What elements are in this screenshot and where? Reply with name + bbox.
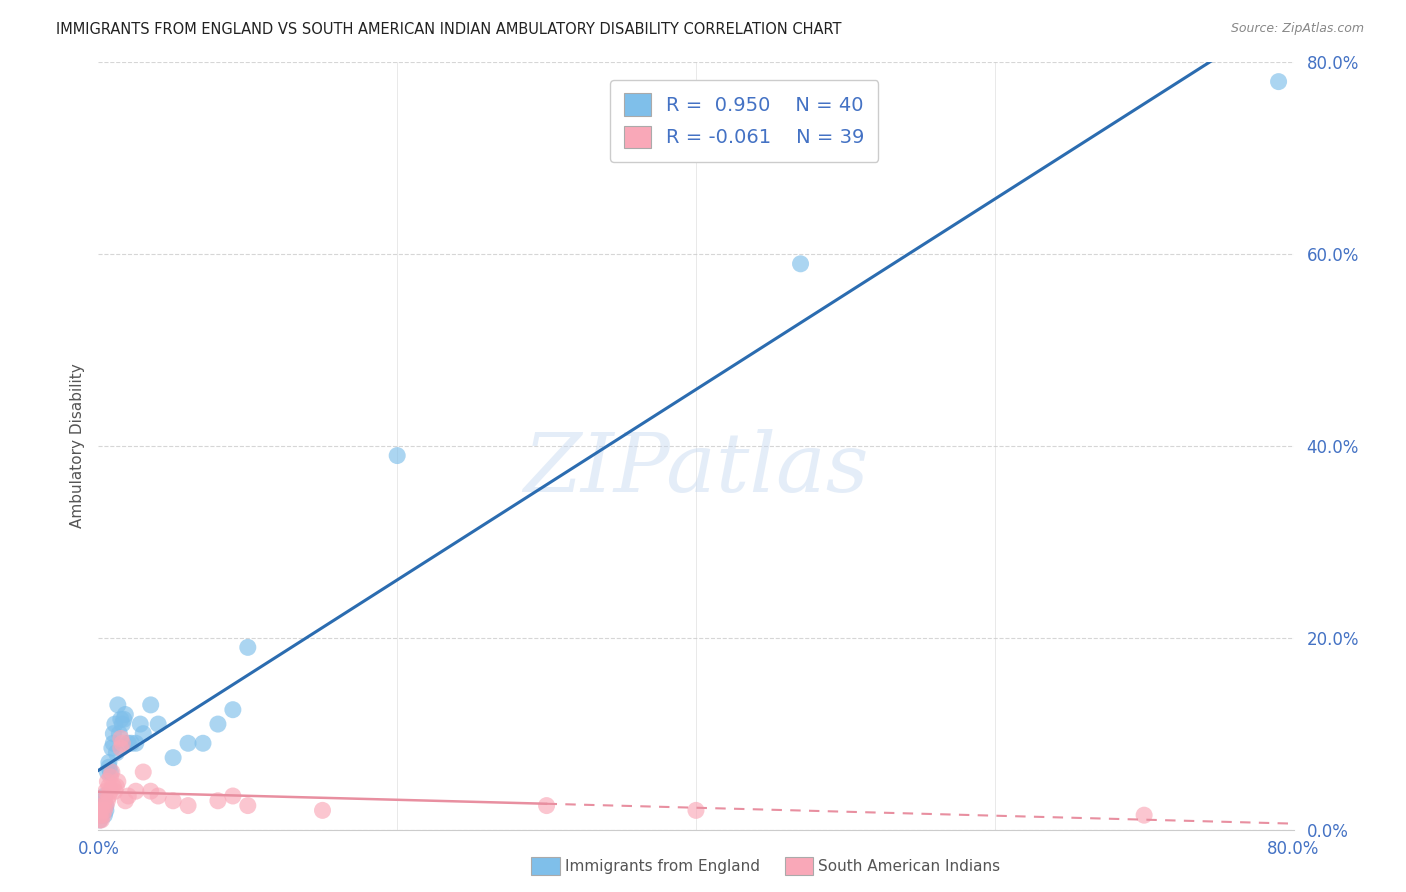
Point xyxy=(101,741,124,756)
Text: Immigrants from England: Immigrants from England xyxy=(565,859,761,873)
Point xyxy=(105,780,128,794)
Point xyxy=(91,808,114,822)
Point xyxy=(110,741,132,756)
Point xyxy=(93,794,115,808)
Point xyxy=(132,765,155,780)
Point xyxy=(93,789,115,803)
Point xyxy=(108,726,131,740)
Point xyxy=(110,712,132,726)
Text: ZIPatlas: ZIPatlas xyxy=(523,429,869,509)
Point xyxy=(104,717,127,731)
Point xyxy=(97,756,120,770)
Point xyxy=(222,789,245,803)
Point xyxy=(98,765,122,780)
Point xyxy=(89,813,111,827)
Point xyxy=(89,808,111,822)
Point xyxy=(536,798,558,813)
Point xyxy=(103,780,125,794)
Point xyxy=(94,798,117,813)
Point xyxy=(129,717,152,731)
Point xyxy=(120,736,142,750)
Point xyxy=(93,804,115,818)
Point xyxy=(94,784,117,798)
Point xyxy=(107,698,129,712)
Point xyxy=(236,798,259,813)
Point xyxy=(111,717,134,731)
Point xyxy=(125,736,148,750)
Legend: R =  0.950    N = 40, R = -0.061    N = 39: R = 0.950 N = 40, R = -0.061 N = 39 xyxy=(610,79,879,161)
Point xyxy=(222,703,245,717)
Point xyxy=(111,736,134,750)
Point xyxy=(191,736,214,750)
Point xyxy=(89,813,111,827)
Point xyxy=(207,794,229,808)
Point xyxy=(90,804,112,818)
Point xyxy=(98,784,122,798)
Point xyxy=(162,794,184,808)
Point xyxy=(1133,808,1156,822)
Point xyxy=(98,770,122,784)
Text: IMMIGRANTS FROM ENGLAND VS SOUTH AMERICAN INDIAN AMBULATORY DISABILITY CORRELATI: IMMIGRANTS FROM ENGLAND VS SOUTH AMERICA… xyxy=(56,22,842,37)
Point xyxy=(132,726,155,740)
Point xyxy=(103,726,125,740)
Point xyxy=(207,717,229,731)
Point xyxy=(139,784,162,798)
Point xyxy=(90,804,112,818)
Point xyxy=(94,804,117,818)
Point xyxy=(311,804,333,818)
Point xyxy=(177,798,200,813)
Point xyxy=(148,717,170,731)
Point xyxy=(105,746,128,760)
Point xyxy=(90,813,112,827)
Point xyxy=(236,640,259,655)
Point xyxy=(93,808,115,822)
Point xyxy=(789,257,811,271)
Point xyxy=(104,784,127,798)
Point xyxy=(101,765,124,780)
Point xyxy=(114,794,136,808)
Point xyxy=(125,784,148,798)
Point xyxy=(114,707,136,722)
Point xyxy=(91,798,114,813)
Point xyxy=(148,789,170,803)
Point xyxy=(1267,74,1289,88)
Text: Source: ZipAtlas.com: Source: ZipAtlas.com xyxy=(1230,22,1364,36)
Point xyxy=(107,774,129,789)
Point xyxy=(97,760,120,774)
Point xyxy=(96,765,118,780)
Point xyxy=(103,736,125,750)
Point xyxy=(177,736,200,750)
Point xyxy=(112,712,135,726)
Point xyxy=(139,698,162,712)
Point xyxy=(96,794,118,808)
Point xyxy=(117,736,139,750)
Point xyxy=(685,804,707,818)
Point xyxy=(96,774,118,789)
Point xyxy=(385,449,409,463)
Point xyxy=(97,780,120,794)
Point xyxy=(94,798,117,813)
Point xyxy=(110,731,132,746)
Point xyxy=(117,789,139,803)
Point xyxy=(91,798,114,813)
Point xyxy=(90,808,112,822)
Point xyxy=(91,794,114,808)
Y-axis label: Ambulatory Disability: Ambulatory Disability xyxy=(69,364,84,528)
Point xyxy=(162,750,184,764)
Text: South American Indians: South American Indians xyxy=(818,859,1001,873)
Point xyxy=(97,789,120,803)
